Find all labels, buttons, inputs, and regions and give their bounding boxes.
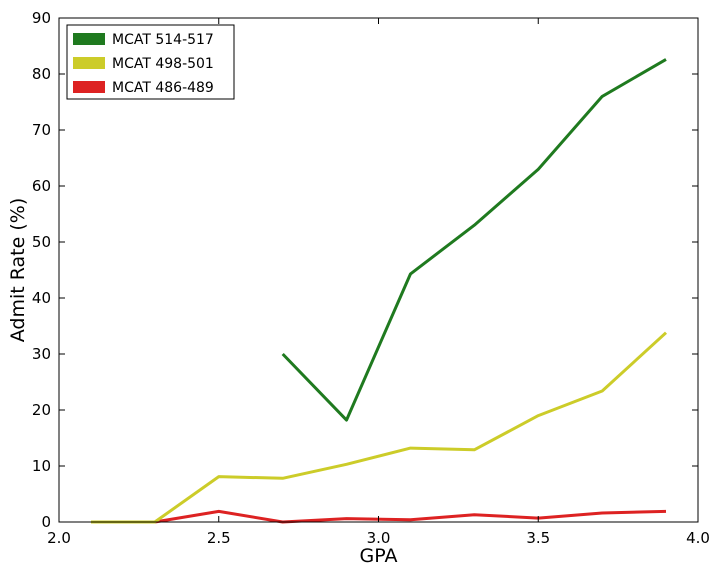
x-tick-label: 2.0 <box>47 529 71 547</box>
x-tick-label: 4.0 <box>686 529 710 547</box>
y-tick-label: 70 <box>32 121 51 139</box>
x-tick-label: 3.5 <box>526 529 550 547</box>
y-tick-label: 90 <box>32 9 51 27</box>
legend-label: MCAT 486-489 <box>112 80 214 96</box>
legend-swatch <box>73 57 105 69</box>
x-tick-label: 3.0 <box>367 529 391 547</box>
y-tick-label: 80 <box>32 65 51 83</box>
y-tick-label: 50 <box>32 233 51 251</box>
series-line <box>91 331 668 524</box>
legend-swatch <box>73 33 105 45</box>
x-tick-label: 2.5 <box>207 529 231 547</box>
series-line <box>281 58 667 422</box>
y-tick-label: 10 <box>32 457 51 475</box>
x-axis-label: GPA <box>360 545 398 567</box>
y-tick-label: 60 <box>32 177 51 195</box>
y-tick-label: 0 <box>41 513 51 531</box>
y-tick-label: 30 <box>32 345 51 363</box>
tick-layer: 2.0 2.5 3.0 3.5 4.0 0 10 20 30 40 50 60 70 80 90 <box>32 9 710 547</box>
y-axis-label: Admit Rate (%) <box>7 198 29 343</box>
legend-label: MCAT 498-501 <box>112 56 214 72</box>
legend-swatch <box>73 81 105 93</box>
legend-label: MCAT 514-517 <box>112 32 214 48</box>
y-tick-label: 40 <box>32 289 51 307</box>
y-tick-label: 20 <box>32 401 51 419</box>
legend: MCAT 514-517 MCAT 498-501 MCAT 486-489 <box>66 24 235 100</box>
